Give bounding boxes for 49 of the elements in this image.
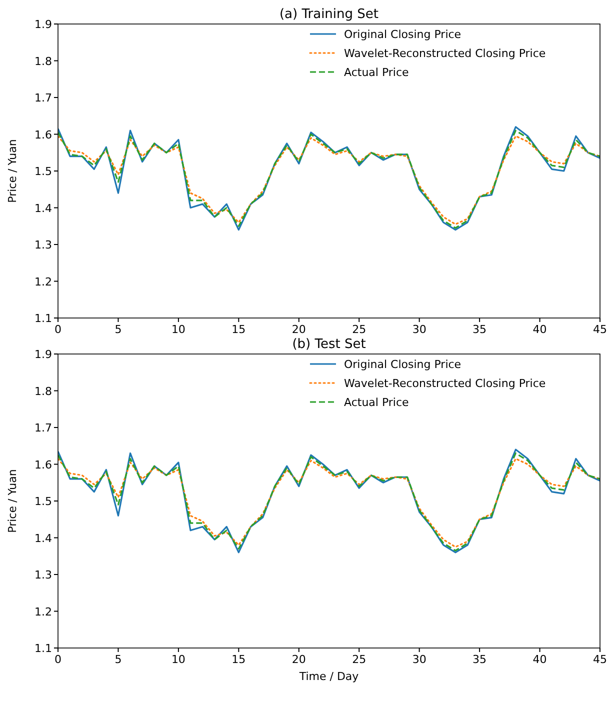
y-tick-label: 1.3 bbox=[34, 238, 52, 252]
y-tick-label: 1.6 bbox=[34, 458, 52, 472]
y-tick-label: 1.8 bbox=[34, 384, 52, 398]
x-tick-label: 45 bbox=[593, 323, 607, 336]
x-tick-label: 40 bbox=[532, 323, 547, 336]
y-tick-label: 1.8 bbox=[34, 54, 52, 68]
x-tick-label: 5 bbox=[114, 323, 122, 336]
x-tick-label: 20 bbox=[292, 653, 306, 666]
x-tick-label: 30 bbox=[412, 323, 426, 336]
y-axis-title: Price / Yuan bbox=[6, 469, 19, 533]
y-tick-label: 1.2 bbox=[34, 275, 52, 288]
y-axis-title: Price / Yuan bbox=[6, 139, 19, 203]
legend-label: Original Closing Price bbox=[344, 358, 462, 371]
y-tick-label: 1.9 bbox=[34, 18, 52, 31]
x-tick-label: 30 bbox=[412, 653, 426, 666]
y-tick-label: 1.4 bbox=[34, 532, 52, 545]
x-tick-label: 40 bbox=[532, 653, 547, 666]
x-tick-label: 35 bbox=[472, 653, 487, 666]
y-tick-label: 1.9 bbox=[34, 348, 52, 361]
x-tick-label: 10 bbox=[171, 653, 186, 666]
chart-title: (a) Training Set bbox=[279, 7, 379, 22]
y-tick-label: 1.1 bbox=[34, 642, 52, 655]
legend-label: Actual Price bbox=[344, 396, 410, 409]
x-tick-label: 15 bbox=[232, 653, 246, 666]
x-tick-label: 25 bbox=[352, 323, 366, 336]
x-tick-label: 15 bbox=[232, 323, 246, 336]
x-tick-label: 45 bbox=[593, 653, 607, 666]
y-tick-label: 1.4 bbox=[34, 202, 52, 215]
legend-label: Actual Price bbox=[344, 66, 410, 79]
y-tick-label: 1.5 bbox=[34, 165, 52, 178]
legend-label: Original Closing Price bbox=[344, 28, 462, 41]
x-tick-label: 5 bbox=[114, 653, 122, 666]
y-tick-label: 1.7 bbox=[34, 92, 52, 104]
x-tick-label: 35 bbox=[472, 323, 487, 336]
y-tick-label: 1.1 bbox=[34, 312, 52, 325]
x-axis-title: Time / Day bbox=[298, 670, 360, 683]
y-tick-label: 1.7 bbox=[34, 422, 52, 434]
x-tick-label: 0 bbox=[54, 323, 62, 336]
x-tick-label: 0 bbox=[54, 653, 62, 666]
x-tick-label: 20 bbox=[292, 323, 306, 336]
y-tick-label: 1.5 bbox=[34, 495, 52, 508]
legend-label: Wavelet-Reconstructed Closing Price bbox=[344, 377, 546, 390]
legend-label: Wavelet-Reconstructed Closing Price bbox=[344, 47, 546, 60]
x-tick-label: 10 bbox=[171, 323, 186, 336]
y-tick-label: 1.2 bbox=[34, 605, 52, 618]
y-tick-label: 1.3 bbox=[34, 568, 52, 582]
chart-title: (b) Test Set bbox=[292, 337, 366, 352]
y-tick-label: 1.6 bbox=[34, 128, 52, 142]
x-tick-label: 25 bbox=[352, 653, 366, 666]
